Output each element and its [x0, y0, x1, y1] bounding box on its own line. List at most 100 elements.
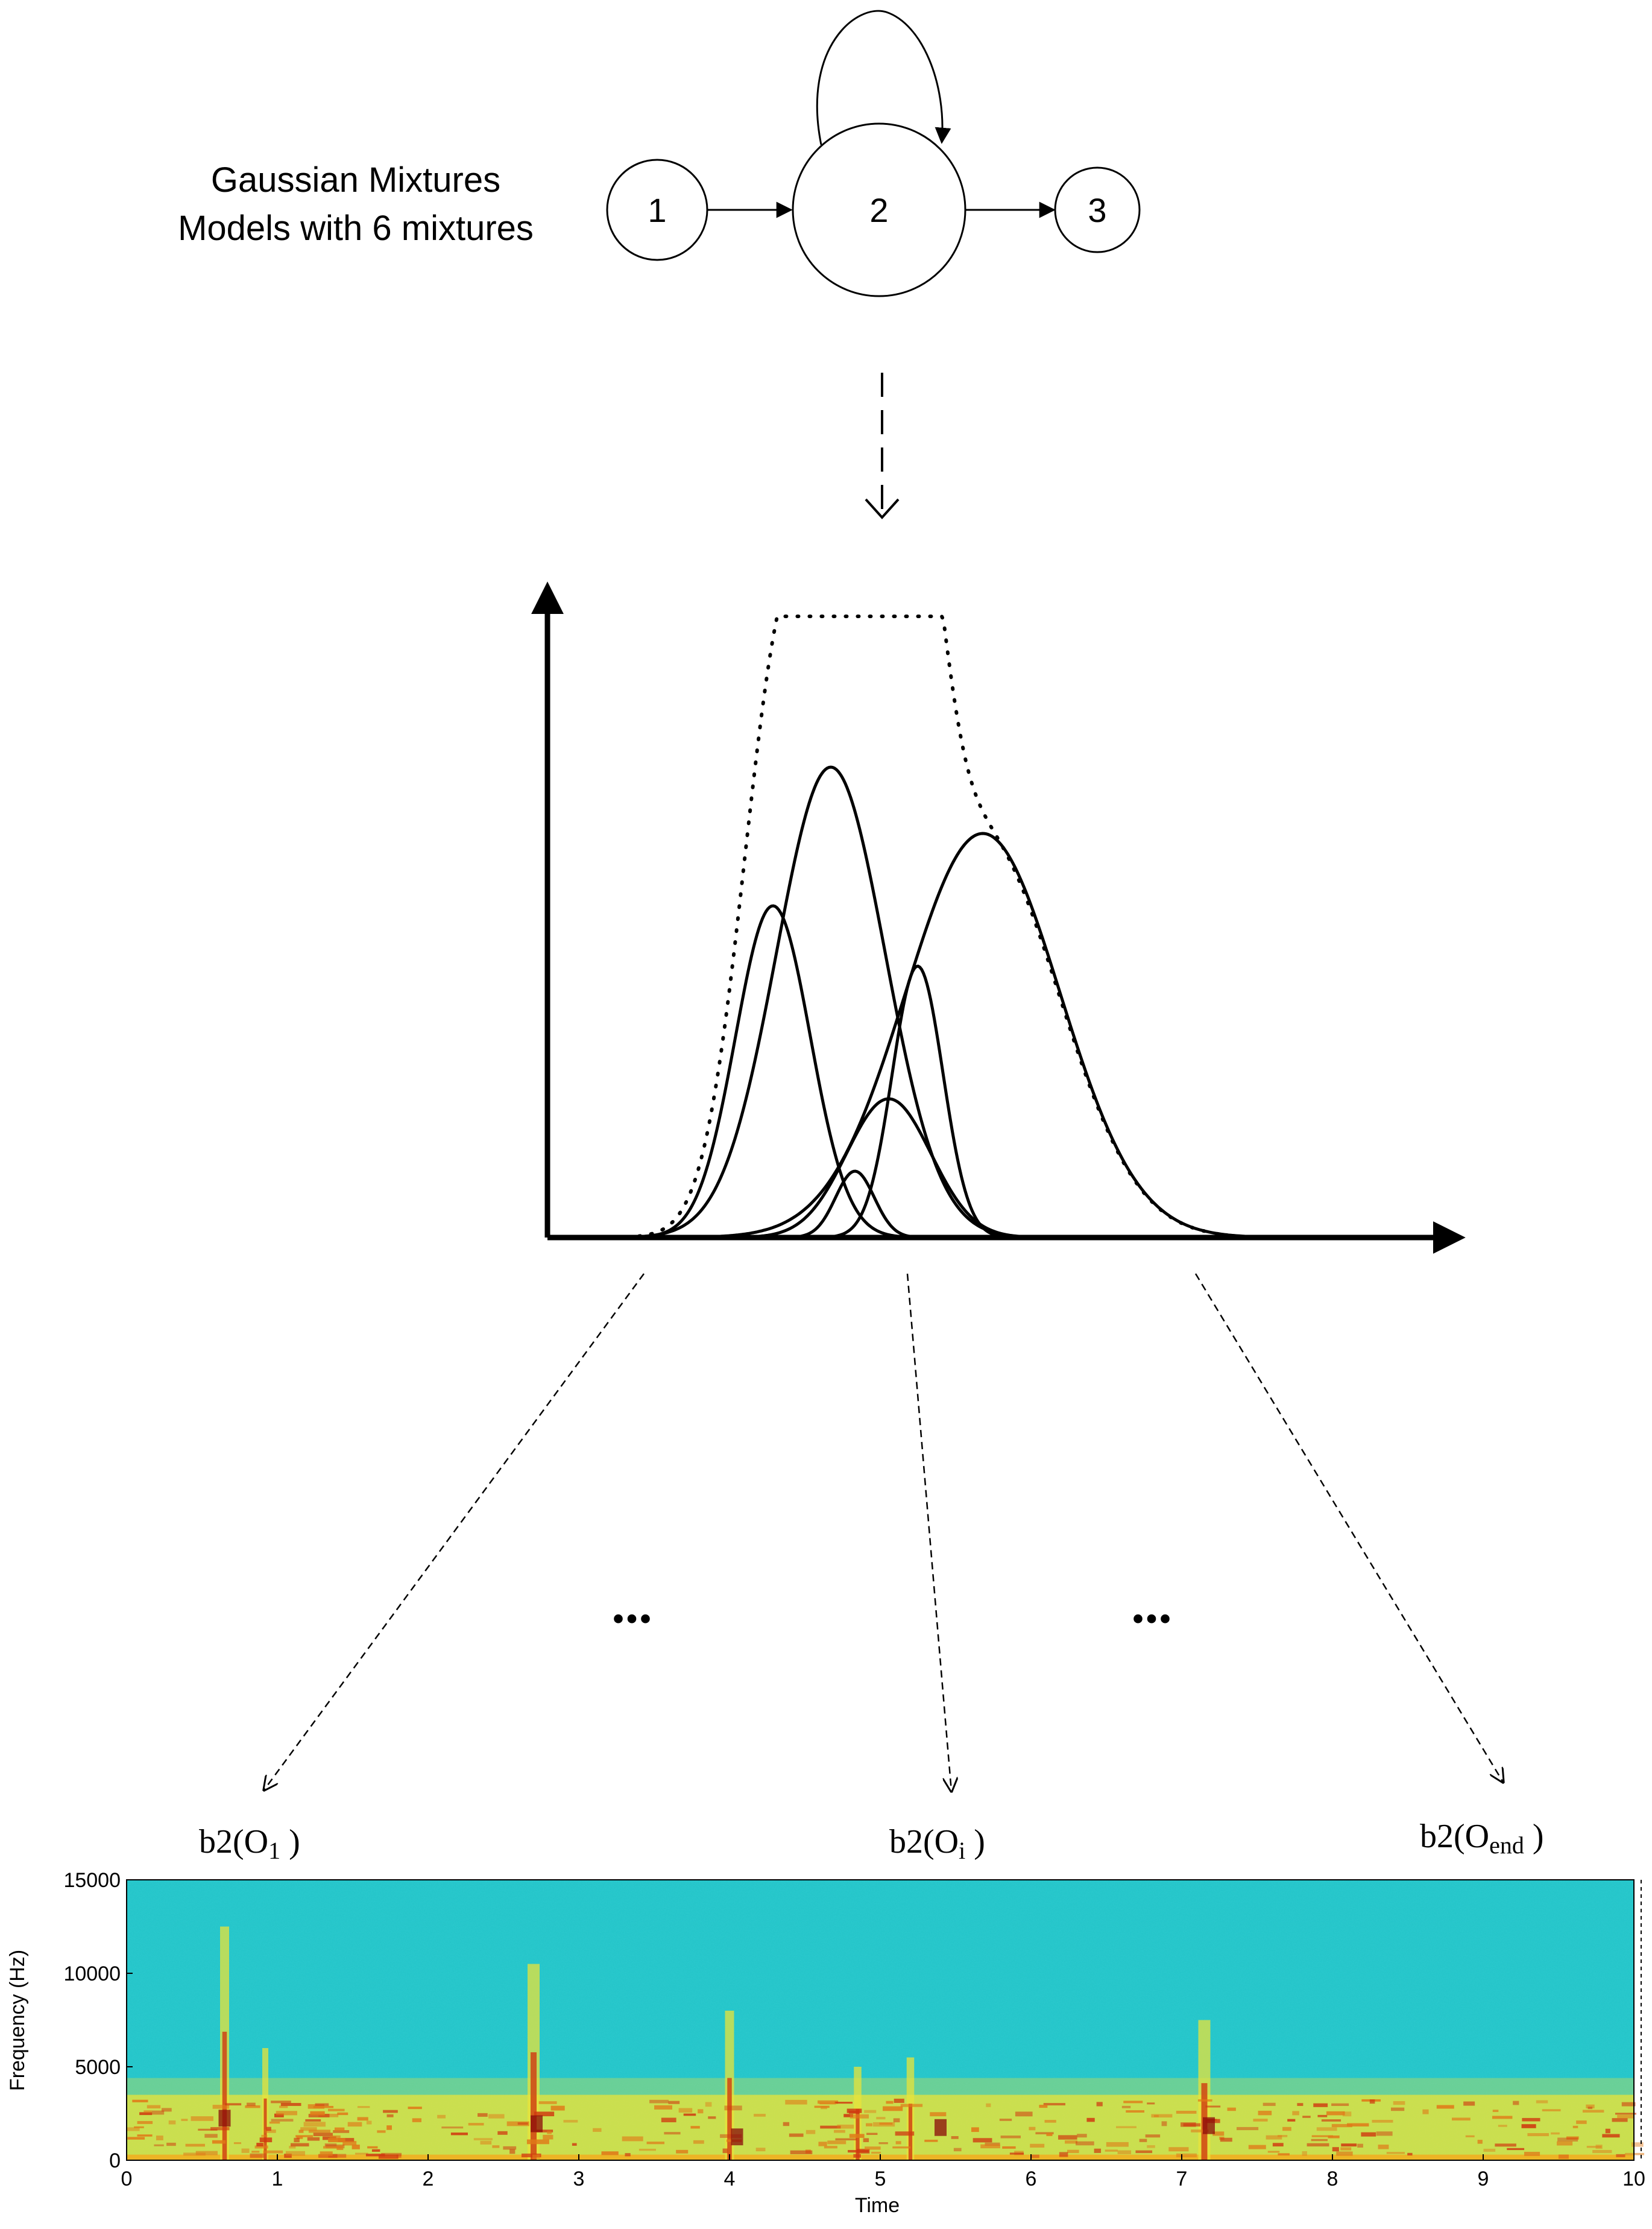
energy-streak	[820, 2125, 841, 2129]
energy-streak	[1248, 2145, 1266, 2149]
energy-streak	[1176, 2153, 1197, 2158]
energy-streak	[1495, 2143, 1516, 2147]
energy-streak	[1039, 2105, 1048, 2108]
energy-streak	[261, 2134, 268, 2137]
energy-streak	[1422, 2109, 1429, 2114]
energy-streak	[547, 2130, 552, 2134]
energy-streak	[1272, 2143, 1284, 2147]
energy-streak	[284, 2154, 292, 2158]
svg-text:b2(Oi ): b2(Oi )	[889, 1823, 985, 1864]
energy-streak	[1277, 2135, 1288, 2137]
energy-streak	[1135, 2150, 1153, 2154]
energy-streak	[676, 2149, 689, 2154]
energy-streak	[478, 2113, 488, 2117]
energy-streak	[563, 2120, 578, 2123]
energy-streak	[274, 2113, 284, 2117]
energy-streak	[371, 2149, 380, 2152]
energy-streak	[1302, 2151, 1307, 2156]
spectrogram-x-label: Time	[855, 2194, 900, 2217]
observation-label-last: b2(Oend )	[1420, 1818, 1544, 1859]
energy-streak	[649, 2099, 669, 2104]
energy-streak	[1094, 2148, 1102, 2153]
energy-streak	[1287, 2119, 1296, 2122]
obs-last-prefix: b2(O	[1420, 1818, 1489, 1855]
energy-streak	[1522, 2117, 1540, 2122]
energy-streak	[342, 2141, 357, 2146]
energy-streak	[191, 2116, 213, 2121]
observation-label-first: b2(O1 )	[199, 1823, 300, 1864]
energy-streak	[1096, 2102, 1103, 2107]
state-2-label: 2	[869, 191, 888, 229]
energy-streak	[204, 2134, 218, 2138]
energy-streak	[396, 2154, 402, 2158]
energy-streak	[668, 2101, 680, 2104]
energy-streak	[1542, 2109, 1561, 2111]
x-tick-label: 10	[1622, 2167, 1645, 2190]
energy-streak	[139, 2112, 153, 2116]
energy-streak	[1278, 2153, 1290, 2156]
energy-streak	[971, 2127, 979, 2133]
energy-streak	[338, 2138, 355, 2142]
energy-streak	[357, 2117, 368, 2121]
energy-streak	[953, 2148, 962, 2152]
mixture-component-1	[616, 904, 929, 1239]
gaussian-mixture-plot	[531, 581, 1466, 1254]
energy-streak	[1147, 2145, 1155, 2148]
energy-streak	[334, 2127, 345, 2131]
energy-streak	[1566, 2136, 1579, 2140]
energy-streak	[1477, 2140, 1483, 2144]
energy-streak	[622, 2136, 643, 2142]
energy-streak	[625, 2153, 631, 2157]
energy-streak	[212, 2140, 226, 2144]
energy-streak	[517, 2122, 528, 2125]
energy-streak	[132, 2099, 148, 2102]
energy-streak	[1369, 2099, 1375, 2104]
energy-streak	[1297, 2103, 1304, 2106]
band-fade	[127, 2078, 1634, 2095]
energy-streak	[1031, 2154, 1039, 2158]
link-to-first-observation	[264, 1273, 645, 1790]
energy-streak	[883, 2106, 903, 2111]
energy-streak	[789, 2133, 804, 2137]
energy-streak	[1105, 2149, 1118, 2152]
obs-first-prefix: b2(O	[199, 1823, 268, 1861]
energy-streak	[441, 2126, 464, 2129]
energy-streak	[181, 2119, 188, 2121]
x-tick-label: 3	[573, 2167, 585, 2190]
energy-streak	[521, 2153, 541, 2158]
energy-streak	[263, 2150, 283, 2154]
energy-streak	[1407, 2152, 1413, 2156]
energy-streak	[1311, 2139, 1328, 2142]
energy-streak	[1015, 2111, 1033, 2117]
energy-streak	[1168, 2147, 1189, 2152]
energy-streak	[1191, 2129, 1209, 2133]
obs-middle-sub: i	[959, 1837, 965, 1864]
energy-streak	[1043, 2103, 1065, 2106]
link-to-middle-observation	[906, 1273, 951, 1791]
energy-streak	[638, 2148, 656, 2151]
energy-streak	[1617, 2114, 1635, 2119]
energy-streak	[850, 2114, 869, 2119]
energy-streak	[661, 2117, 676, 2123]
energy-streak	[1551, 2132, 1560, 2135]
energy-streak	[1572, 2125, 1578, 2128]
energy-streak	[366, 2120, 372, 2125]
emission-arrowhead	[865, 498, 900, 519]
obs-last-sub: end	[1489, 1832, 1524, 1859]
energy-streak	[1181, 2122, 1196, 2127]
energy-streak	[279, 2105, 288, 2108]
energy-streak	[143, 2110, 152, 2113]
energy-streak	[1316, 2127, 1337, 2131]
energy-streak	[386, 2114, 394, 2117]
energy-streak	[1237, 2126, 1259, 2131]
energy-streak	[1065, 2140, 1077, 2144]
energy-streak	[1492, 2116, 1513, 2119]
energy-streak	[878, 2142, 888, 2145]
energy-streak	[853, 2154, 862, 2158]
energy-streak	[1625, 2152, 1644, 2155]
energy-streak	[1605, 2128, 1610, 2134]
x-tick-label: 1	[272, 2167, 283, 2190]
energy-streak	[315, 2103, 329, 2106]
energy-streak	[1307, 2143, 1329, 2147]
mixture-envelope	[625, 615, 1208, 1239]
